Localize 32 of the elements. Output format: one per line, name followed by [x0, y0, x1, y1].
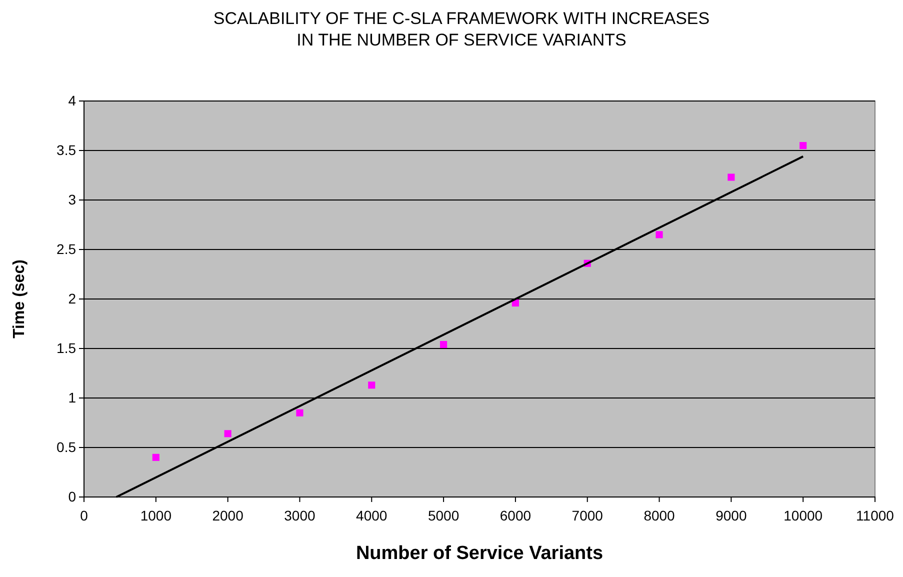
point	[656, 231, 663, 238]
y-tick-label: 0.5	[56, 438, 76, 455]
x-tick-label: 0	[80, 507, 88, 524]
y-axis-title: Time (sec)	[11, 260, 28, 338]
x-tick-label: 9000	[716, 507, 747, 524]
y-tick-label: 1.5	[56, 340, 76, 356]
x-tick-label: 7000	[572, 507, 604, 524]
x-tick-label: 4000	[356, 507, 388, 524]
y-tick-label: 3.5	[56, 142, 76, 158]
y-tick-label: 3	[68, 191, 76, 208]
chart-title: SCALABILITY OF THE C-SLA FRAMEWORK WITH INCREASES IN THE NUMBER OF SERVICE VARIANTS	[213, 9, 710, 50]
point	[296, 409, 304, 416]
point	[224, 430, 232, 438]
y-tick-label: 0	[68, 488, 76, 504]
x-tick-label: 2000	[212, 507, 244, 524]
point	[440, 341, 448, 348]
point	[728, 174, 735, 181]
y-tick-label: 4	[68, 92, 76, 108]
point	[800, 142, 807, 150]
x-tick-label: 1000	[140, 507, 172, 524]
y-tick-label: 1	[68, 389, 76, 406]
y-tick-label: 2.5	[56, 240, 76, 257]
x-tick-label: 5000	[428, 507, 460, 524]
point	[368, 382, 376, 389]
x-tick-label: 8000	[644, 507, 676, 524]
x-tick-label: 3000	[284, 507, 316, 524]
x-axis-title: Number of Service Variants	[356, 543, 604, 564]
y-tick-label: 2	[68, 290, 76, 306]
point	[152, 454, 160, 461]
x-tick-label: 11000	[856, 507, 894, 524]
x-tick-label: 6000	[500, 507, 532, 524]
x-tick-label: 10000	[784, 507, 823, 524]
